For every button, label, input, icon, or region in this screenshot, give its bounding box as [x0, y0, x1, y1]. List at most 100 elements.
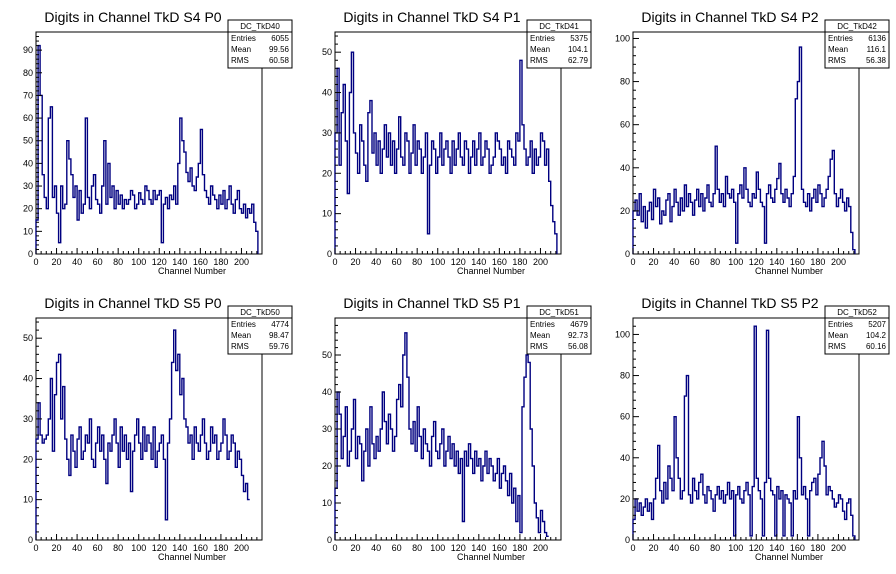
stats-rms-value: 56.38 [866, 56, 887, 65]
y-tick-label: 20 [620, 494, 630, 504]
histogram-line [35, 44, 259, 254]
x-tick-label: 60 [690, 257, 700, 267]
x-tick-label: 60 [392, 257, 402, 267]
histogram-panel: Digits in Channel TkD S5 P2 0 20 40 60 80 100 1… [615, 295, 890, 562]
stats-mean-label: Mean [231, 45, 251, 54]
y-tick-label: 40 [23, 374, 33, 384]
x-tick-label: 20 [649, 543, 659, 553]
stats-mean-value: 92.73 [568, 331, 589, 340]
x-tick-label: 80 [412, 543, 422, 553]
x-tick-label: 160 [790, 543, 805, 553]
y-tick-label: 40 [620, 163, 630, 173]
x-tick-label: 80 [113, 543, 123, 553]
histogram-panel: Digits in Channel TkD S4 P2 0 20 40 60 80 100 1… [615, 9, 890, 276]
x-tick-label: 200 [533, 257, 548, 267]
stats-mean-label: Mean [828, 45, 848, 54]
x-tick-label: 100 [728, 257, 743, 267]
y-tick-label: 0 [28, 249, 33, 259]
panel-title: Digits in Channel TkD S5 P2 [641, 295, 818, 311]
x-tick-label: 80 [710, 257, 720, 267]
stats-mean-label: Mean [828, 331, 848, 340]
y-tick-label: 30 [23, 414, 33, 424]
stats-mean-value: 99.56 [269, 45, 290, 54]
x-axis-label: Channel Number [158, 266, 226, 276]
stats-box-frame [526, 305, 592, 355]
stats-name: DC_TkD52 [837, 308, 877, 317]
stats-mean-label: Mean [231, 331, 251, 340]
stats-box-frame [227, 19, 293, 69]
stats-entries-value: 5207 [868, 320, 886, 329]
x-tick-label: 20 [351, 257, 361, 267]
stats-name: DC_TkD41 [539, 22, 579, 31]
stats-rms-label: RMS [530, 56, 548, 65]
stats-rms-label: RMS [530, 342, 548, 351]
y-tick-label: 80 [620, 77, 630, 87]
stats-entries-value: 6136 [868, 34, 886, 43]
x-tick-label: 180 [213, 257, 228, 267]
stats-rms-label: RMS [828, 56, 846, 65]
y-tick-label: 30 [23, 181, 33, 191]
x-tick-label: 40 [669, 543, 679, 553]
x-tick-label: 100 [728, 543, 743, 553]
stats-name: DC_TkD51 [539, 308, 579, 317]
stats-entries-label: Entries [231, 320, 256, 329]
histogram-line [334, 332, 549, 540]
y-tick-label: 100 [615, 329, 630, 339]
x-tick-label: 80 [113, 257, 123, 267]
histogram-panel: Digits in Channel TkD S4 P00 20 40 60 80 100 1… [23, 9, 293, 276]
x-axis-label: Channel Number [158, 552, 226, 562]
x-tick-label: 100 [131, 543, 146, 553]
y-tick-label: 100 [615, 33, 630, 43]
x-tick-label: 40 [669, 257, 679, 267]
y-tick-label: 10 [23, 226, 33, 236]
x-tick-label: 0 [630, 257, 635, 267]
x-tick-label: 140 [172, 543, 187, 553]
stats-entries-label: Entries [828, 320, 853, 329]
x-tick-label: 20 [351, 543, 361, 553]
x-tick-label: 0 [630, 543, 635, 553]
y-tick-label: 20 [23, 454, 33, 464]
histogram-line [632, 46, 856, 254]
x-tick-label: 120 [749, 257, 764, 267]
x-tick-label: 120 [451, 543, 466, 553]
x-tick-label: 40 [72, 543, 82, 553]
x-tick-label: 0 [33, 257, 38, 267]
y-tick-label: 30 [322, 128, 332, 138]
y-tick-label: 10 [322, 209, 332, 219]
y-tick-label: 70 [23, 90, 33, 100]
y-tick-label: 30 [322, 424, 332, 434]
stats-name: DC_TkD50 [240, 308, 280, 317]
x-tick-label: 60 [93, 257, 103, 267]
y-tick-label: 10 [23, 495, 33, 505]
x-tick-label: 120 [749, 543, 764, 553]
stats-box-frame [824, 305, 890, 355]
y-tick-label: 60 [620, 412, 630, 422]
x-tick-label: 160 [492, 543, 507, 553]
stats-entries-value: 6055 [271, 34, 289, 43]
stats-mean-value: 98.47 [269, 331, 290, 340]
histogram-line [632, 325, 856, 540]
y-tick-label: 40 [620, 453, 630, 463]
stats-name: DC_TkD40 [240, 22, 280, 31]
stats-rms-label: RMS [231, 56, 249, 65]
x-tick-label: 200 [831, 257, 846, 267]
x-tick-label: 200 [234, 257, 249, 267]
x-tick-label: 20 [649, 257, 659, 267]
stats-entries-value: 4774 [271, 320, 289, 329]
stats-entries-value: 5375 [570, 34, 588, 43]
y-tick-label: 0 [625, 535, 630, 545]
x-tick-label: 120 [451, 257, 466, 267]
x-tick-label: 140 [769, 257, 784, 267]
x-tick-label: 60 [392, 543, 402, 553]
x-tick-label: 200 [533, 543, 548, 553]
x-axis-label: Channel Number [457, 266, 525, 276]
x-tick-label: 180 [512, 257, 527, 267]
x-tick-label: 100 [430, 257, 445, 267]
histogram-panel: Digits in Channel TkD S5 P00 20 40 60 80 100 1… [23, 295, 293, 562]
stats-rms-value: 62.79 [568, 56, 589, 65]
stats-entries-value: 4679 [570, 320, 588, 329]
y-tick-label: 80 [23, 68, 33, 78]
x-tick-label: 100 [430, 543, 445, 553]
